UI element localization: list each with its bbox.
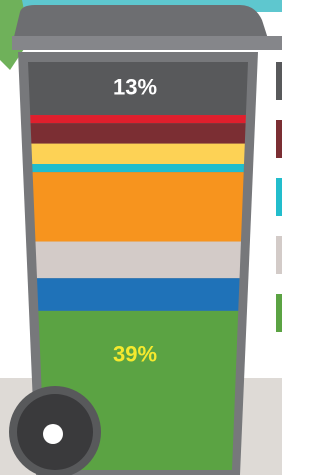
- segment: [10, 164, 270, 172]
- segment: [10, 278, 270, 311]
- legend-swatch: [276, 62, 282, 100]
- legend-swatch: [276, 294, 282, 332]
- segment: [10, 123, 270, 143]
- legend-swatch: [276, 178, 282, 216]
- value-label: 39%: [113, 342, 157, 367]
- legend-swatch: [276, 236, 282, 274]
- legend-swatch: [276, 120, 282, 158]
- wheel-hub: [43, 424, 63, 444]
- segment: [10, 144, 270, 164]
- legend: [276, 62, 282, 332]
- bin-lid-rim: [12, 36, 282, 50]
- segment: [10, 172, 270, 241]
- segment: [10, 115, 270, 123]
- value-label: 13%: [113, 74, 157, 99]
- segment: [10, 242, 270, 279]
- chart: 13% 39%: [0, 0, 282, 475]
